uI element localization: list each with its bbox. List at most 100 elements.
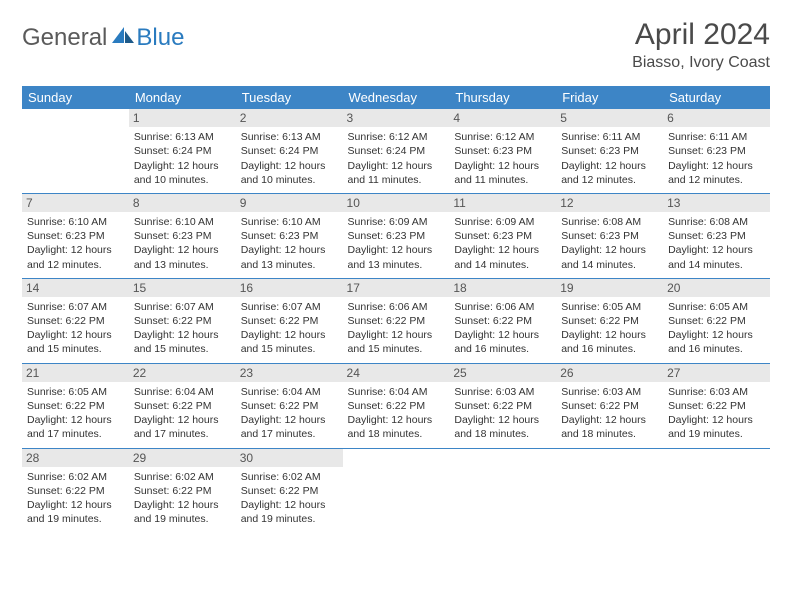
sunset-text: Sunset: 6:24 PM: [348, 144, 445, 158]
day-cell: 23Sunrise: 6:04 AMSunset: 6:22 PMDayligh…: [236, 363, 343, 448]
week-row: 28Sunrise: 6:02 AMSunset: 6:22 PMDayligh…: [22, 448, 770, 532]
title-block: April 2024 Biasso, Ivory Coast: [632, 18, 770, 72]
day-number: 29: [129, 449, 236, 467]
sunset-text: Sunset: 6:22 PM: [241, 314, 338, 328]
day-cell: 6Sunrise: 6:11 AMSunset: 6:23 PMDaylight…: [663, 109, 770, 193]
sunrise-text: Sunrise: 6:13 AM: [134, 130, 231, 144]
sunset-text: Sunset: 6:23 PM: [561, 229, 658, 243]
day-cell: [556, 448, 663, 532]
daylight-text: Daylight: 12 hours and 16 minutes.: [454, 328, 551, 356]
sunrise-text: Sunrise: 6:09 AM: [454, 215, 551, 229]
sunset-text: Sunset: 6:23 PM: [27, 229, 124, 243]
sunset-text: Sunset: 6:24 PM: [134, 144, 231, 158]
daylight-text: Daylight: 12 hours and 11 minutes.: [348, 159, 445, 187]
sunset-text: Sunset: 6:23 PM: [134, 229, 231, 243]
day-cell: 20Sunrise: 6:05 AMSunset: 6:22 PMDayligh…: [663, 278, 770, 363]
sunset-text: Sunset: 6:24 PM: [241, 144, 338, 158]
day-cell: 10Sunrise: 6:09 AMSunset: 6:23 PMDayligh…: [343, 193, 450, 278]
day-cell: [449, 448, 556, 532]
day-number: 1: [129, 109, 236, 127]
sunrise-text: Sunrise: 6:07 AM: [241, 300, 338, 314]
day-number: 20: [663, 279, 770, 297]
day-cell: 19Sunrise: 6:05 AMSunset: 6:22 PMDayligh…: [556, 278, 663, 363]
day-cell: 8Sunrise: 6:10 AMSunset: 6:23 PMDaylight…: [129, 193, 236, 278]
sunset-text: Sunset: 6:22 PM: [561, 314, 658, 328]
sunset-text: Sunset: 6:22 PM: [668, 314, 765, 328]
day-number: 17: [343, 279, 450, 297]
daylight-text: Daylight: 12 hours and 17 minutes.: [241, 413, 338, 441]
sunrise-text: Sunrise: 6:11 AM: [668, 130, 765, 144]
day-cell: 30Sunrise: 6:02 AMSunset: 6:22 PMDayligh…: [236, 448, 343, 532]
sunset-text: Sunset: 6:22 PM: [27, 314, 124, 328]
sunset-text: Sunset: 6:22 PM: [561, 399, 658, 413]
day-number: 27: [663, 364, 770, 382]
sunset-text: Sunset: 6:22 PM: [27, 484, 124, 498]
sunrise-text: Sunrise: 6:08 AM: [561, 215, 658, 229]
day-number: 4: [449, 109, 556, 127]
day-header: Wednesday: [343, 86, 450, 109]
sunrise-text: Sunrise: 6:04 AM: [134, 385, 231, 399]
day-number: 8: [129, 194, 236, 212]
day-cell: [22, 109, 129, 193]
daylight-text: Daylight: 12 hours and 12 minutes.: [668, 159, 765, 187]
sunrise-text: Sunrise: 6:10 AM: [134, 215, 231, 229]
sunset-text: Sunset: 6:22 PM: [134, 484, 231, 498]
day-number: 19: [556, 279, 663, 297]
sunrise-text: Sunrise: 6:02 AM: [241, 470, 338, 484]
calendar-table: Sunday Monday Tuesday Wednesday Thursday…: [22, 86, 770, 532]
week-row: 21Sunrise: 6:05 AMSunset: 6:22 PMDayligh…: [22, 363, 770, 448]
day-number: 15: [129, 279, 236, 297]
brand-logo: General Blue: [22, 18, 184, 52]
day-number: 12: [556, 194, 663, 212]
location-label: Biasso, Ivory Coast: [632, 54, 770, 72]
day-number: 14: [22, 279, 129, 297]
sunset-text: Sunset: 6:22 PM: [454, 399, 551, 413]
sunset-text: Sunset: 6:23 PM: [454, 229, 551, 243]
daylight-text: Daylight: 12 hours and 12 minutes.: [27, 243, 124, 271]
daylight-text: Daylight: 12 hours and 12 minutes.: [561, 159, 658, 187]
day-number: 30: [236, 449, 343, 467]
day-header: Saturday: [663, 86, 770, 109]
day-cell: 18Sunrise: 6:06 AMSunset: 6:22 PMDayligh…: [449, 278, 556, 363]
day-cell: 7Sunrise: 6:10 AMSunset: 6:23 PMDaylight…: [22, 193, 129, 278]
day-number: 24: [343, 364, 450, 382]
day-header: Thursday: [449, 86, 556, 109]
daylight-text: Daylight: 12 hours and 16 minutes.: [561, 328, 658, 356]
day-number: 16: [236, 279, 343, 297]
day-cell: 9Sunrise: 6:10 AMSunset: 6:23 PMDaylight…: [236, 193, 343, 278]
day-number: 21: [22, 364, 129, 382]
day-cell: 21Sunrise: 6:05 AMSunset: 6:22 PMDayligh…: [22, 363, 129, 448]
sunset-text: Sunset: 6:22 PM: [27, 399, 124, 413]
sunrise-text: Sunrise: 6:09 AM: [348, 215, 445, 229]
daylight-text: Daylight: 12 hours and 18 minutes.: [454, 413, 551, 441]
month-title: April 2024: [632, 18, 770, 52]
sunrise-text: Sunrise: 6:10 AM: [241, 215, 338, 229]
sunset-text: Sunset: 6:23 PM: [454, 144, 551, 158]
day-cell: 4Sunrise: 6:12 AMSunset: 6:23 PMDaylight…: [449, 109, 556, 193]
day-number: 5: [556, 109, 663, 127]
sunset-text: Sunset: 6:22 PM: [348, 399, 445, 413]
sunrise-text: Sunrise: 6:02 AM: [134, 470, 231, 484]
sunrise-text: Sunrise: 6:03 AM: [454, 385, 551, 399]
sail-icon: [110, 24, 136, 52]
day-cell: 5Sunrise: 6:11 AMSunset: 6:23 PMDaylight…: [556, 109, 663, 193]
sunrise-text: Sunrise: 6:08 AM: [668, 215, 765, 229]
week-row: 1Sunrise: 6:13 AMSunset: 6:24 PMDaylight…: [22, 109, 770, 193]
day-cell: 12Sunrise: 6:08 AMSunset: 6:23 PMDayligh…: [556, 193, 663, 278]
sunset-text: Sunset: 6:22 PM: [348, 314, 445, 328]
daylight-text: Daylight: 12 hours and 14 minutes.: [668, 243, 765, 271]
day-cell: [343, 448, 450, 532]
sunrise-text: Sunrise: 6:07 AM: [134, 300, 231, 314]
day-cell: 16Sunrise: 6:07 AMSunset: 6:22 PMDayligh…: [236, 278, 343, 363]
sunrise-text: Sunrise: 6:03 AM: [668, 385, 765, 399]
day-number: 25: [449, 364, 556, 382]
sunset-text: Sunset: 6:22 PM: [241, 399, 338, 413]
day-cell: 22Sunrise: 6:04 AMSunset: 6:22 PMDayligh…: [129, 363, 236, 448]
sunrise-text: Sunrise: 6:12 AM: [348, 130, 445, 144]
sunrise-text: Sunrise: 6:05 AM: [27, 385, 124, 399]
sunrise-text: Sunrise: 6:13 AM: [241, 130, 338, 144]
day-cell: 29Sunrise: 6:02 AMSunset: 6:22 PMDayligh…: [129, 448, 236, 532]
week-row: 7Sunrise: 6:10 AMSunset: 6:23 PMDaylight…: [22, 193, 770, 278]
day-header: Sunday: [22, 86, 129, 109]
page-header: General Blue April 2024 Biasso, Ivory Co…: [22, 18, 770, 72]
